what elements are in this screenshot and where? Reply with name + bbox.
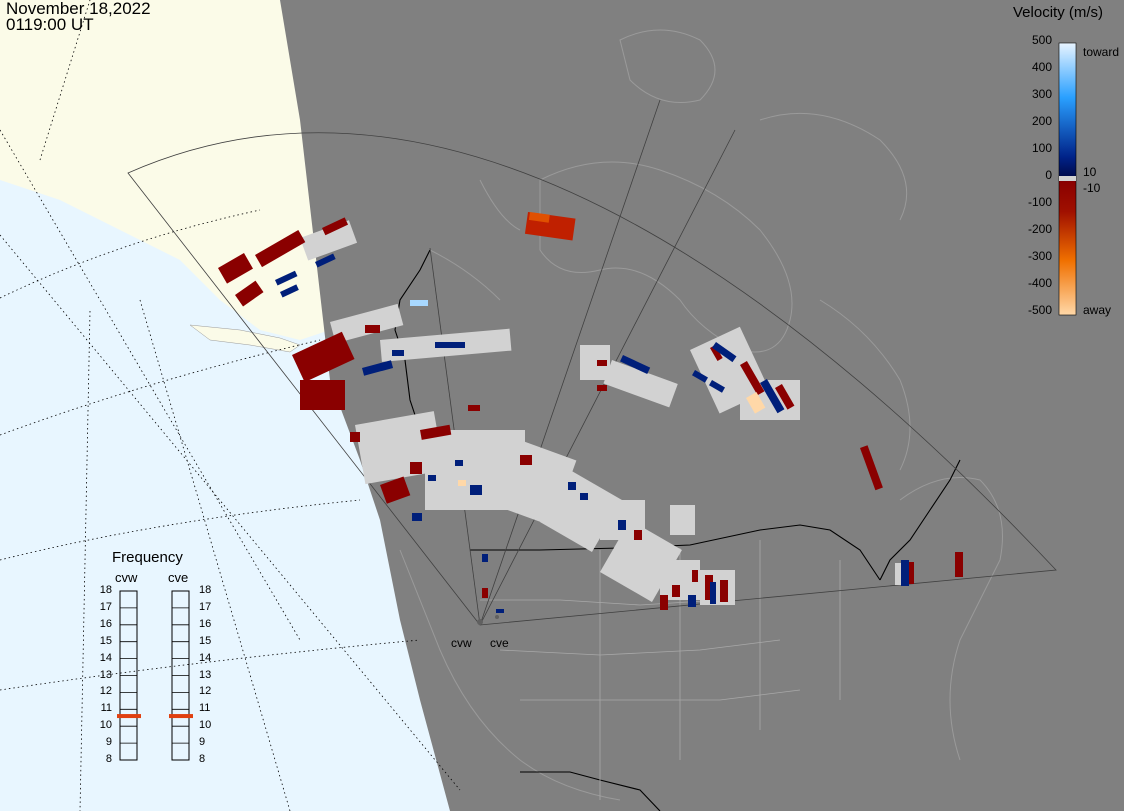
radar-site-cve-label: cve [490, 636, 509, 650]
freq-level-label: 12 [199, 685, 212, 698]
freq-level-label: 9 [199, 736, 206, 749]
freq-level-label: 18 [99, 584, 112, 596]
velocity-tick: 300 [1031, 87, 1052, 101]
velocity-scale-title: Velocity (m/s) [1013, 4, 1104, 21]
velocity-tick: 200 [1031, 114, 1052, 128]
freq-level-label: 13 [99, 668, 112, 681]
frequency-radar-cve: cve [168, 570, 189, 585]
lat-lon-grid [0, 0, 461, 811]
map-date: November 18,2022 [6, 0, 151, 18]
freq-level-label: 8 [199, 753, 206, 765]
velocity-tick: -100 [1027, 195, 1052, 209]
velocity-away-label: away [1083, 303, 1112, 317]
freq-level-label: 11 [199, 702, 211, 715]
velocity-toward-cells [275, 253, 909, 613]
freq-level-label: 10 [199, 719, 212, 732]
freq-bar-ticks [120, 590, 189, 761]
freq-level-label: 17 [199, 600, 212, 613]
freq-level-label: 17 [99, 600, 112, 613]
lit-land-alaska [0, 0, 330, 340]
velocity-tick: 0 [1045, 168, 1052, 182]
map-time: 0119:00 UT [6, 15, 94, 34]
velocity-toward-fast-cell [410, 300, 428, 306]
freq-level-label: 15 [99, 634, 112, 647]
freq-level-label: 14 [199, 651, 212, 664]
freq-level-label: 10 [99, 719, 112, 732]
velocity-colorbar-gs-band [1059, 176, 1076, 181]
chukotka-land [0, 40, 70, 75]
freq-level-label: 16 [99, 617, 112, 630]
frequency-title: Frequency [112, 549, 183, 566]
freq-marker-cvw [117, 714, 141, 719]
freq-level-label: 8 [105, 753, 112, 765]
freq-level-label: 14 [99, 651, 112, 664]
radar-site-cvw-marker [477, 619, 483, 625]
freq-level-label: 15 [199, 634, 212, 647]
frequency-radar-cvw: cvw [115, 570, 138, 585]
velocity-tick: -500 [1027, 303, 1052, 317]
aleutian-peninsula [189, 324, 301, 353]
velocity-tick: 400 [1031, 60, 1052, 74]
freq-level-label: 16 [199, 617, 212, 630]
velocity-toward-label: toward [1083, 45, 1120, 59]
freq-level-label: 11 [100, 702, 112, 715]
night-terminator-shade [280, 0, 1124, 811]
velocity-tick: -400 [1027, 276, 1052, 290]
velocity-plus-threshold: 10 [1083, 165, 1097, 179]
velocity-tick: -200 [1027, 222, 1052, 236]
velocity-tick: 100 [1031, 141, 1052, 155]
velocity-tick: 500 [1031, 33, 1052, 47]
coastlines [399, 29, 1003, 801]
freq-marker-cve [169, 714, 193, 719]
freq-level-label: 12 [99, 685, 112, 698]
freq-level-label: 9 [105, 736, 112, 749]
velocity-tick: -300 [1027, 249, 1052, 263]
velocity-away-cells [218, 217, 963, 610]
freq-level-label: 18 [199, 584, 212, 596]
velocity-away-strong-cells [458, 212, 766, 486]
radar-site-cvw-label: cvw [451, 636, 472, 650]
velocity-minus-threshold: -10 [1083, 181, 1101, 195]
freq-level-label: 13 [199, 668, 212, 681]
frequency-bars [117, 590, 193, 761]
radar-site-cve-marker [495, 615, 499, 619]
